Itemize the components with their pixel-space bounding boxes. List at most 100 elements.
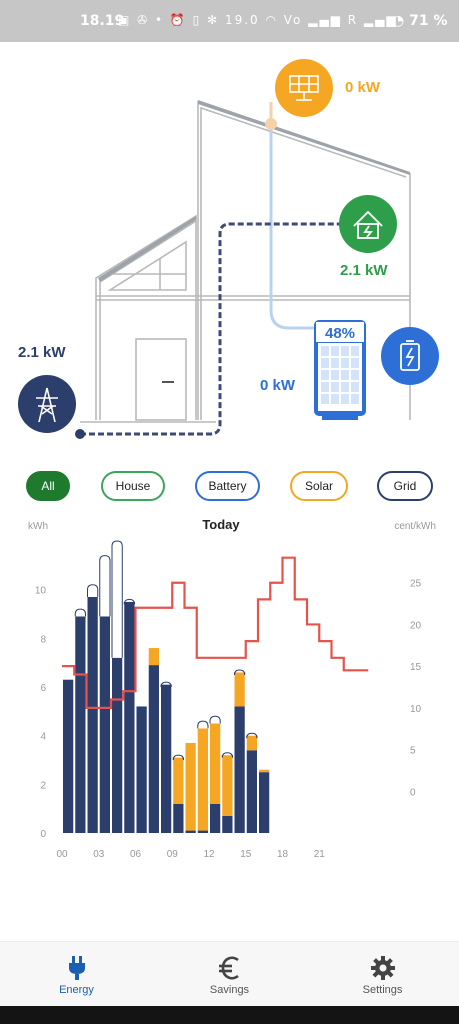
nav-settings-label: Settings xyxy=(362,984,403,996)
status-bar: 18.19 ▣ ✇ • ⏰ ▯ ✻ 19.0 ◠ Vo ▂▄▆ R ▂▄▆ ◔ … xyxy=(0,0,459,42)
battery-node xyxy=(381,327,439,385)
bar-solar-14 xyxy=(234,672,245,707)
nav-savings-label: Savings xyxy=(209,984,250,996)
y-right-tick: 5 xyxy=(410,746,416,757)
bar-solar-9 xyxy=(173,757,184,804)
bar-grid-2 xyxy=(87,596,98,833)
bar-grid-9 xyxy=(173,803,184,833)
grid-junction-dot xyxy=(75,429,85,439)
price-line xyxy=(62,556,369,709)
nav-energy-label: Energy xyxy=(59,984,94,996)
power-pylon-icon xyxy=(36,387,58,423)
bar-battery-4 xyxy=(111,540,123,658)
x-tick: 15 xyxy=(240,849,252,860)
chart-title: Today xyxy=(202,517,240,532)
nav-energy[interactable]: Energy xyxy=(0,942,153,1007)
bar-battery-5 xyxy=(123,598,135,605)
y-left-tick: 10 xyxy=(35,586,47,597)
bar-battery-1 xyxy=(74,608,86,617)
filter-grid-label: Grid xyxy=(393,479,417,493)
solar-power-value: 0 kW xyxy=(345,79,381,96)
bar-solar-13 xyxy=(222,755,233,816)
house-node xyxy=(339,195,397,253)
roof-shade-main xyxy=(198,100,410,175)
nav-settings[interactable]: Settings xyxy=(306,942,459,1007)
y-right-tick: 20 xyxy=(410,620,422,631)
gear-icon xyxy=(306,954,459,982)
battery-icon xyxy=(400,340,420,371)
filter-solar-label: Solar xyxy=(304,479,333,493)
energy-chart: kWh Today cent/kWh 0 2 4 6 8 10 0 5 10 15 20 25 00 03… xyxy=(0,510,459,870)
bar-battery-15 xyxy=(246,732,258,739)
house-power-value: 2.1 kW xyxy=(340,262,388,279)
solar-panel-icon xyxy=(289,75,319,101)
system-home-bar xyxy=(0,1006,459,1024)
bar-grid-16 xyxy=(259,772,270,833)
y-right-tick: 15 xyxy=(410,662,422,673)
bar-battery-13 xyxy=(221,752,233,758)
filter-house[interactable]: House xyxy=(101,471,165,501)
bar-grid-13 xyxy=(222,815,233,833)
filter-house-label: House xyxy=(115,479,151,493)
x-tick: 21 xyxy=(314,849,326,860)
status-time: 18.19 xyxy=(80,13,125,29)
x-tick: 00 xyxy=(56,849,68,860)
battery-power-value: 0 kW xyxy=(260,377,296,394)
bar-grid-15 xyxy=(246,750,257,833)
roof-shade xyxy=(98,216,196,282)
bar-grid-12 xyxy=(210,803,221,833)
euro-icon xyxy=(153,954,306,982)
bar-grid-10 xyxy=(185,830,196,833)
bar-solar-16 xyxy=(259,769,270,773)
bar-grid-14 xyxy=(234,706,245,833)
y-axis-left-label: kWh xyxy=(28,521,48,532)
grid-node xyxy=(18,375,76,433)
filter-battery[interactable]: Battery xyxy=(195,471,260,501)
y-right-tick: 10 xyxy=(410,704,422,715)
status-icons: ▣ ✇ • ⏰ ▯ ✻ 19.0 ◠ Vo ▂▄▆ R ▂▄▆ xyxy=(118,13,398,27)
x-tick: 12 xyxy=(203,849,215,860)
grid-power-value: 2.1 kW xyxy=(18,344,66,361)
x-tick: 03 xyxy=(93,849,105,860)
solar-node xyxy=(275,59,333,117)
bar-grid-4 xyxy=(112,657,123,833)
bar-battery-9 xyxy=(172,754,184,761)
bar-battery-12 xyxy=(209,715,221,724)
filter-chips: All House Battery Solar Grid xyxy=(0,471,459,503)
x-tick: 18 xyxy=(277,849,289,860)
energy-chart-svg: kWh Today cent/kWh 0 2 4 6 8 10 0 5 10 15 20 25 00 03… xyxy=(28,517,436,860)
filter-all[interactable]: All xyxy=(26,471,70,501)
energy-flow-diagram: 48% 0 kW 2.1 kW 0 kW 2.1 kW xyxy=(0,42,459,460)
bar-battery-14 xyxy=(234,669,246,675)
y-left-tick: 0 xyxy=(40,829,46,840)
filter-solar[interactable]: Solar xyxy=(290,471,348,501)
house-icon xyxy=(353,210,383,239)
nav-savings[interactable]: Savings xyxy=(153,942,306,1007)
bar-battery-11 xyxy=(197,720,209,729)
bar-grid-0 xyxy=(63,679,74,833)
battery-unit: 48% xyxy=(314,320,366,420)
bar-grid-11 xyxy=(197,830,208,833)
house-illustration: 48% xyxy=(18,59,439,439)
bar-battery-2 xyxy=(87,584,99,597)
status-battery: ◔ 71 % xyxy=(392,13,448,29)
x-tick: 09 xyxy=(167,849,179,860)
bar-grid-7 xyxy=(148,665,159,833)
filter-battery-label: Battery xyxy=(208,479,247,493)
bar-grid-8 xyxy=(161,684,172,833)
battery-percent: 48% xyxy=(325,325,355,342)
bar-solar-10 xyxy=(185,742,196,831)
bar-solar-11 xyxy=(197,728,208,831)
y-right-tick: 25 xyxy=(410,579,422,590)
filter-grid[interactable]: Grid xyxy=(377,471,433,501)
bar-solar-12 xyxy=(210,723,221,804)
bar-solar-7 xyxy=(148,648,159,666)
plug-icon xyxy=(0,954,153,982)
solar-junction-dot xyxy=(265,118,277,130)
filter-all-label: All xyxy=(41,479,55,493)
y-axis-right-label: cent/kWh xyxy=(394,521,436,532)
bar-grid-6 xyxy=(136,706,147,833)
y-left-tick: 4 xyxy=(40,732,46,743)
y-left-tick: 6 xyxy=(40,683,46,694)
bar-battery-8 xyxy=(160,681,172,688)
